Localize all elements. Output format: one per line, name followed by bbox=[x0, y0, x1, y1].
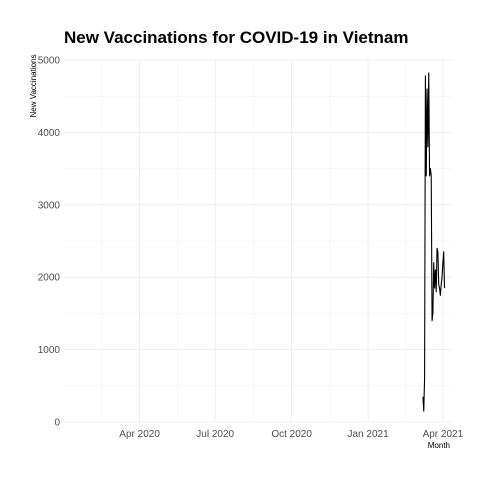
chart-title: New Vaccinations for COVID-19 in Vietnam bbox=[64, 28, 409, 47]
y-tick-label: 1000 bbox=[38, 345, 61, 356]
y-tick-label: 5000 bbox=[38, 56, 61, 67]
y-axis-title: New Vaccinations bbox=[29, 55, 38, 118]
y-tick-label: 4000 bbox=[38, 128, 61, 139]
y-tick-label: 0 bbox=[54, 418, 60, 429]
x-axis: Apr 2020 Jul 2020 Oct 2020 Jan 2021 Apr 2021 bbox=[119, 429, 463, 440]
series-line bbox=[422, 72, 446, 412]
gridlines bbox=[64, 59, 452, 423]
y-axis: 0 1000 2000 3000 4000 5000 bbox=[38, 56, 61, 429]
y-tick-label: 3000 bbox=[38, 200, 61, 211]
x-tick-label: Oct 2020 bbox=[271, 429, 312, 440]
x-tick-label: Apr 2021 bbox=[423, 429, 464, 440]
x-tick-label: Jan 2021 bbox=[348, 429, 390, 440]
y-tick-label: 2000 bbox=[38, 273, 61, 284]
x-tick-label: Jul 2020 bbox=[196, 429, 234, 440]
series-line-layer bbox=[422, 72, 446, 412]
x-axis-title: Month bbox=[428, 441, 450, 450]
x-tick-label: Apr 2020 bbox=[119, 429, 160, 440]
